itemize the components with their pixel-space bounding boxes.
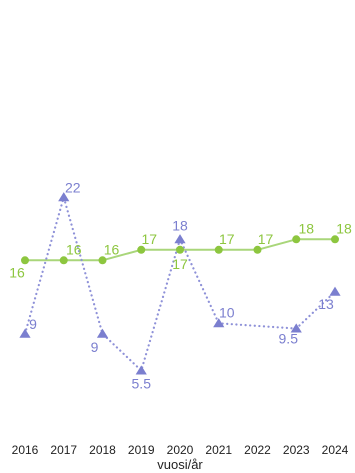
x-tick-label: 2020 (167, 443, 194, 457)
data-label: 18 (336, 220, 352, 236)
data-label: 16 (104, 241, 120, 257)
data-point-triangle (96, 328, 109, 338)
data-label: 9.5 (279, 331, 299, 347)
data-point-circle (176, 245, 184, 254)
data-label: 17 (141, 231, 157, 247)
data-label: 9 (91, 339, 99, 355)
data-point-triangle (213, 318, 225, 328)
data-label: 22 (65, 179, 81, 195)
data-label: 17 (258, 231, 274, 247)
data-point-triangle (290, 323, 302, 333)
data-label: 18 (298, 220, 314, 236)
x-tick-label: 2024 (322, 443, 349, 457)
series-markers (19, 192, 341, 375)
series-line-2 (23, 196, 337, 372)
data-point-circle (214, 245, 223, 254)
data-point-circle (292, 235, 301, 244)
x-tick-label: 2017 (50, 443, 77, 457)
data-point-triangle (329, 286, 341, 296)
data-label: 10 (219, 304, 235, 320)
x-tick-label: 2023 (283, 443, 310, 457)
data-label: 18 (172, 217, 188, 233)
data-point-circle (59, 256, 68, 265)
data-label: 17 (172, 256, 188, 272)
data-label: 17 (219, 231, 235, 247)
data-label: 16 (9, 264, 25, 280)
data-point-circle (253, 245, 262, 254)
data-point-triangle (174, 234, 186, 244)
data-label: 16 (66, 241, 82, 257)
data-label: 9 (29, 316, 37, 332)
x-tick-label: 2021 (205, 443, 232, 457)
x-axis-title: vuosi/år (157, 457, 203, 472)
data-point-circle (21, 256, 29, 265)
data-point-triangle (58, 192, 70, 202)
data-point-triangle (135, 365, 147, 375)
data-label: 13 (318, 296, 334, 312)
x-axis-ticks: 2016 2017 2018 2019 2020 2021 2022 2023 2024 (12, 443, 349, 457)
data-point-circle (137, 245, 146, 254)
x-tick-label: 2016 (12, 443, 39, 457)
x-tick-label: 2018 (89, 443, 116, 457)
data-point-triangle (19, 328, 31, 338)
data-label: 5.5 (132, 376, 152, 392)
x-tick-label: 2019 (128, 443, 155, 457)
data-point-circle (98, 256, 107, 265)
data-labels: 16 16 16 17 17 17 17 18 18 9 22 9 5.5 18 10 9.5 13 (9, 179, 352, 391)
x-tick-label: 2022 (244, 443, 271, 457)
data-point-circle (331, 235, 339, 244)
